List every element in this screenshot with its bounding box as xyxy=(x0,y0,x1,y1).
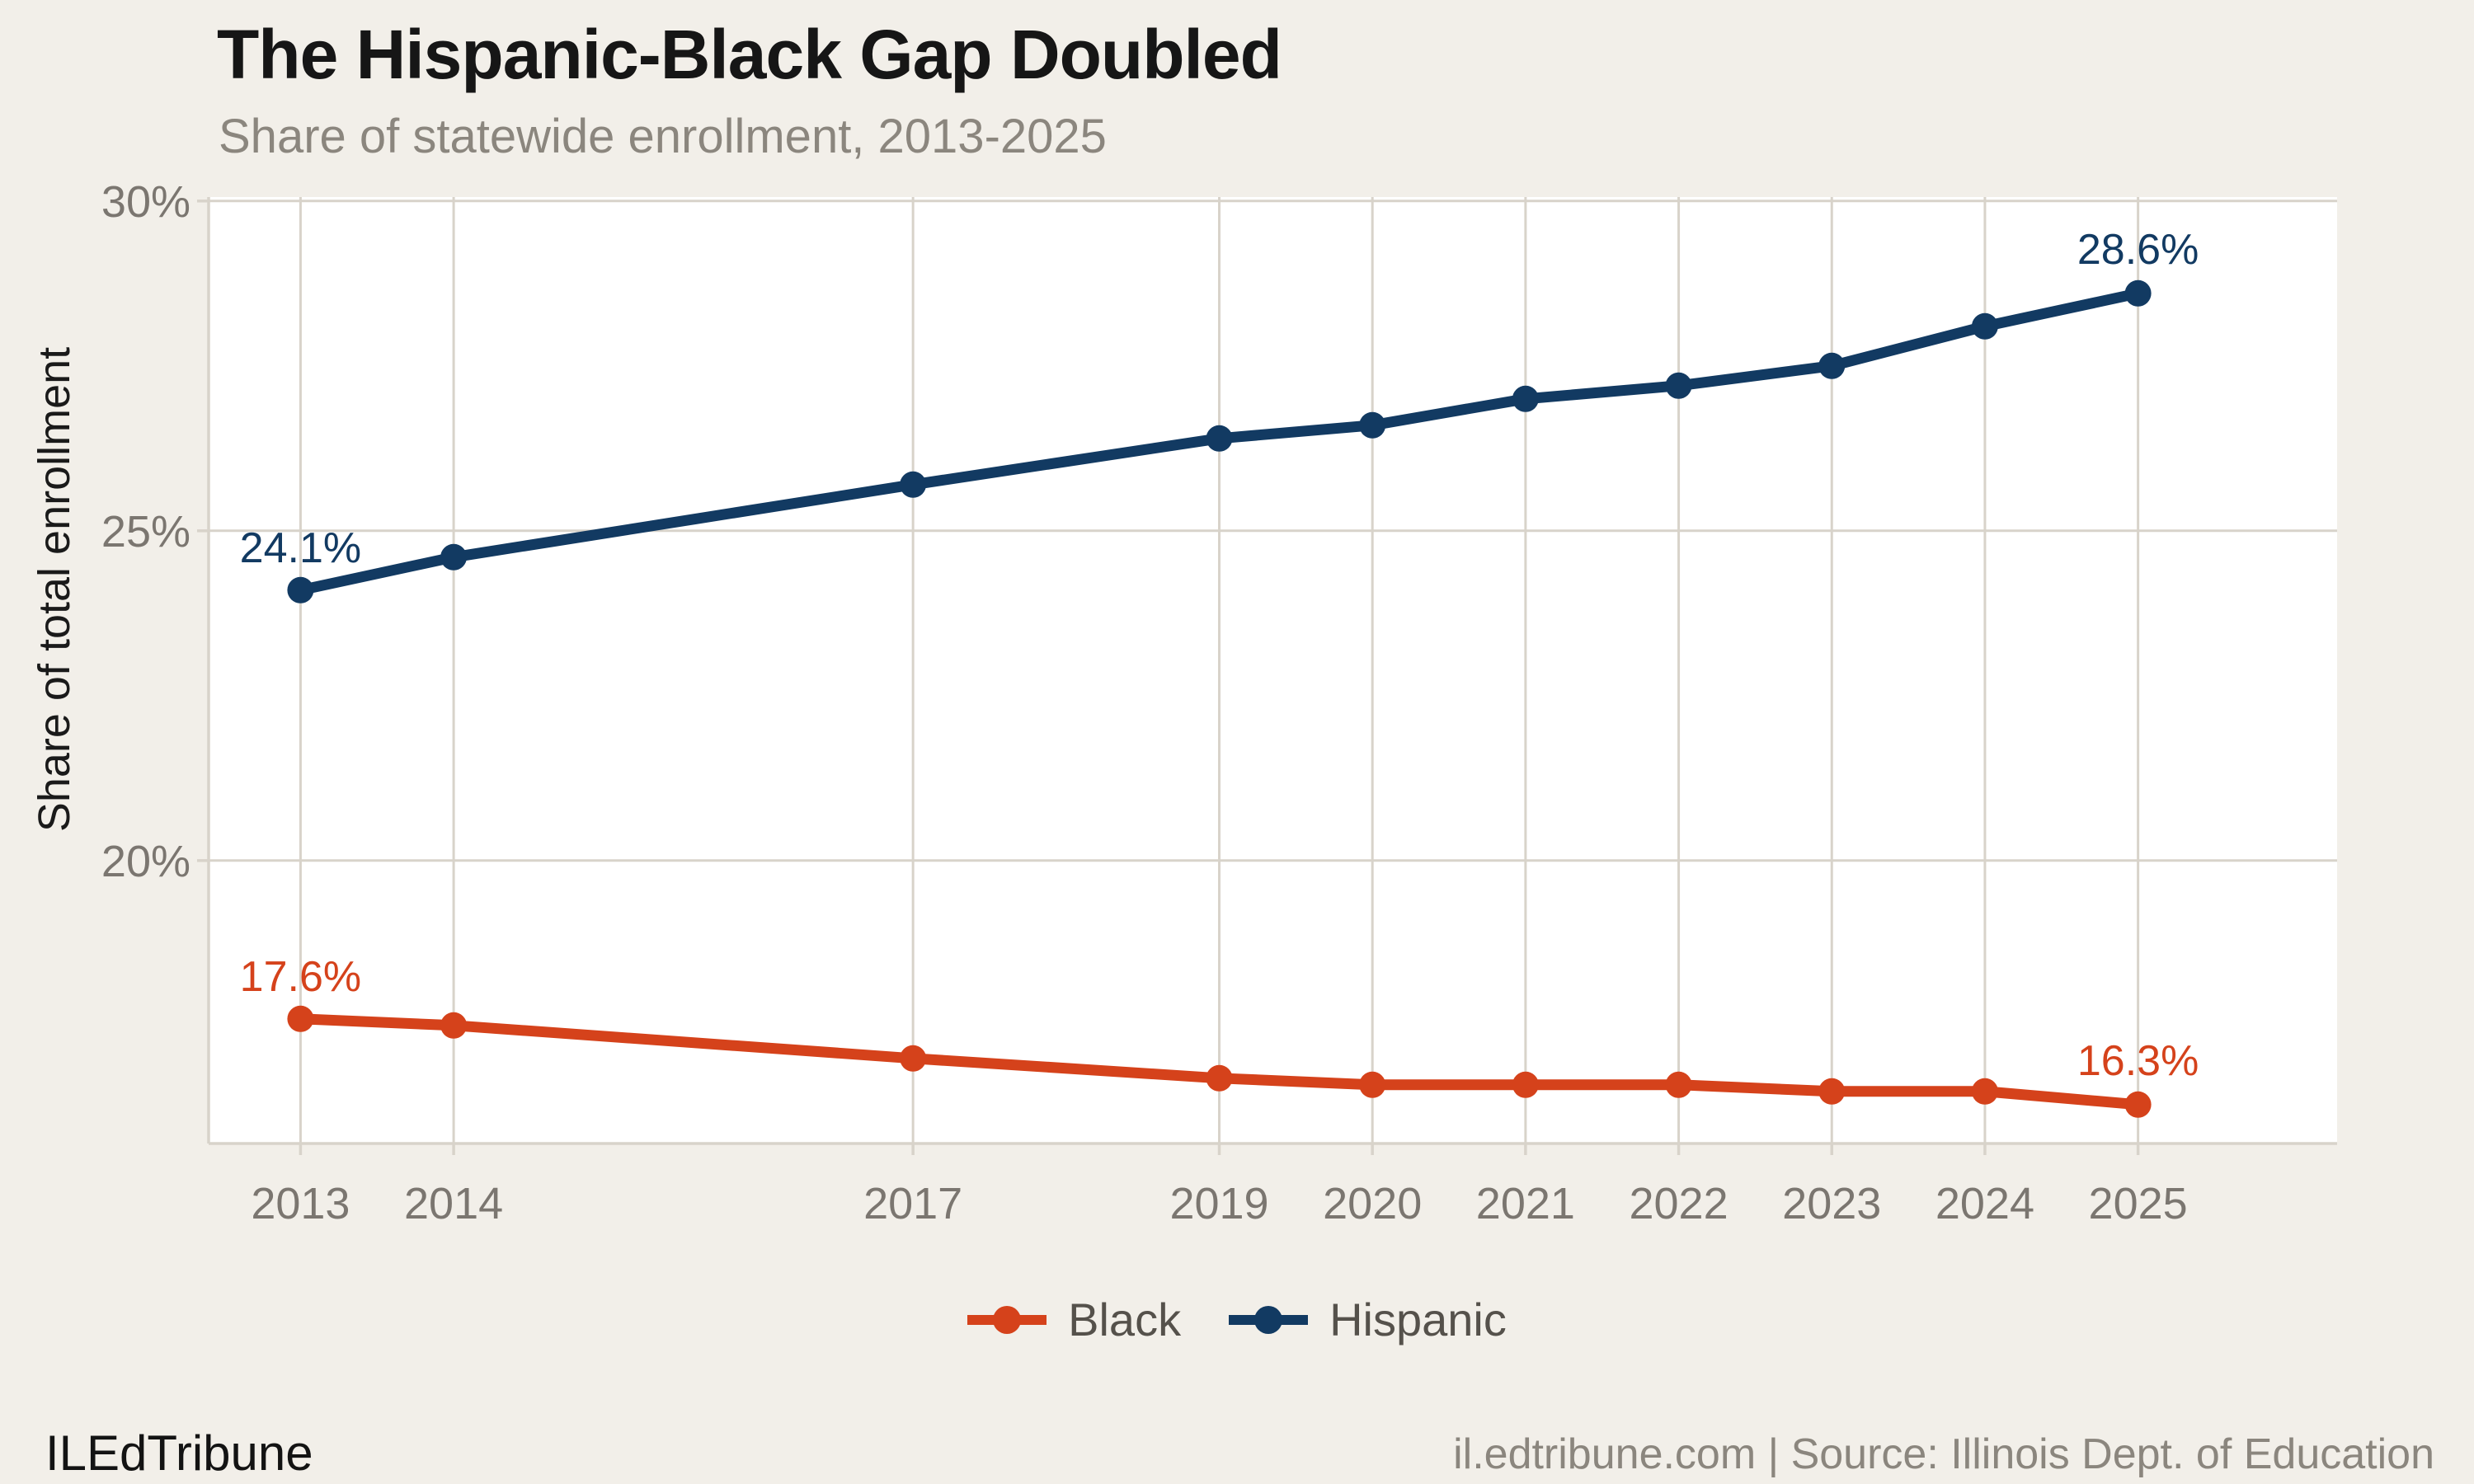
x-tick-label-2019: 2019 xyxy=(1169,1179,1268,1228)
data-point-hispanic-2023 xyxy=(1818,352,1846,379)
data-point-black-2021 xyxy=(1512,1071,1539,1098)
series-line-black xyxy=(294,1013,2144,1111)
legend: Black Hispanic xyxy=(0,1293,2474,1346)
y-tick-label-20: 20% xyxy=(101,837,190,886)
chart-subtitle: Share of statewide enrollment, 2013-2025 xyxy=(219,110,1107,163)
x-tick-label-2023: 2023 xyxy=(1782,1179,1881,1228)
data-point-black-2013 xyxy=(287,1005,314,1032)
y-tick-label-25: 25% xyxy=(101,507,190,556)
legend-label-hispanic: Hispanic xyxy=(1329,1294,1507,1345)
x-tick-label-2013: 2013 xyxy=(251,1179,350,1228)
x-tick-label-2022: 2022 xyxy=(1629,1179,1728,1228)
data-point-hispanic-2021 xyxy=(1512,385,1539,412)
legend-label-black: Black xyxy=(1068,1294,1182,1345)
data-point-hispanic-2024 xyxy=(1971,312,1998,340)
plot-panel xyxy=(209,197,2337,1144)
data-point-hispanic-2017 xyxy=(900,471,927,498)
data-point-hispanic-2025 xyxy=(2124,279,2152,307)
data-point-hispanic-2013 xyxy=(287,576,314,603)
legend-item-black: Black xyxy=(967,1293,1181,1346)
brand-logo-text: ILEdTribune xyxy=(45,1425,313,1481)
data-point-hispanic-2014 xyxy=(440,543,468,571)
annotation-first-black: 17.6% xyxy=(240,953,361,1001)
data-point-hispanic-2020 xyxy=(1359,411,1386,439)
legend-marker-black xyxy=(967,1305,1047,1334)
data-point-hispanic-2022 xyxy=(1665,372,1692,399)
annotation-last-hispanic: 28.6% xyxy=(2077,226,2199,274)
data-point-black-2019 xyxy=(1206,1064,1233,1092)
data-point-black-2014 xyxy=(440,1012,468,1039)
data-point-black-2022 xyxy=(1665,1071,1692,1098)
x-tick-label-2014: 2014 xyxy=(404,1179,503,1228)
annotation-last-black: 16.3% xyxy=(2077,1037,2199,1085)
data-point-black-2023 xyxy=(1818,1078,1846,1105)
annotation-first-hispanic: 24.1% xyxy=(240,524,361,572)
x-tick-label-2025: 2025 xyxy=(2089,1179,2188,1228)
data-point-hispanic-2019 xyxy=(1206,425,1233,452)
x-tick-label-2017: 2017 xyxy=(863,1179,962,1228)
series-line-hispanic xyxy=(294,288,2144,596)
x-tick-label-2021: 2021 xyxy=(1476,1179,1575,1228)
data-point-black-2025 xyxy=(2124,1091,2152,1118)
source-attribution: il.edtribune.com | Source: Illinois Dept… xyxy=(1453,1430,2434,1478)
data-point-black-2020 xyxy=(1359,1071,1386,1098)
data-point-black-2017 xyxy=(900,1045,927,1072)
legend-item-hispanic: Hispanic xyxy=(1229,1293,1507,1346)
legend-marker-hispanic xyxy=(1229,1305,1309,1334)
x-tick-label-2020: 2020 xyxy=(1323,1179,1422,1228)
chart-title: The Hispanic-Black Gap Doubled xyxy=(217,16,1282,93)
data-point-black-2024 xyxy=(1971,1078,1998,1105)
x-tick-label-2024: 2024 xyxy=(1935,1179,2034,1228)
y-tick-label-30: 30% xyxy=(101,177,190,227)
